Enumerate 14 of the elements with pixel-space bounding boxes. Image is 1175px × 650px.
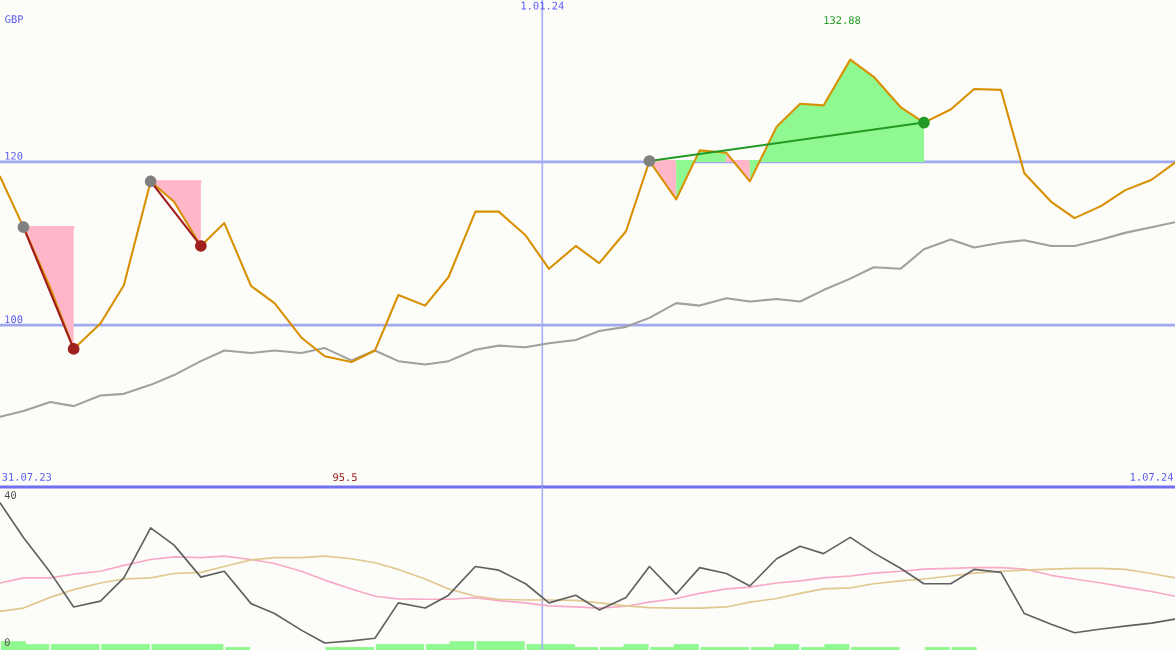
x-tick-label: 31.07.23 — [2, 472, 52, 481]
y-tick-label: 0 — [4, 638, 10, 647]
bar — [225, 647, 251, 650]
y-tick-label: 120 — [5, 151, 23, 160]
ref-line-label: 1.01.24 — [521, 1, 564, 10]
bar — [924, 647, 950, 650]
y-axis-title: GBP — [5, 15, 24, 24]
line-series — [0, 501, 1175, 644]
x-tick-label: 1.07.24 — [1130, 472, 1174, 481]
annotation: 132.88 — [824, 16, 861, 25]
annotation: 95.5 — [333, 473, 357, 482]
y-tick-label: 40 — [4, 491, 17, 499]
y-tick-label: 100 — [5, 315, 23, 324]
bar — [951, 647, 977, 650]
